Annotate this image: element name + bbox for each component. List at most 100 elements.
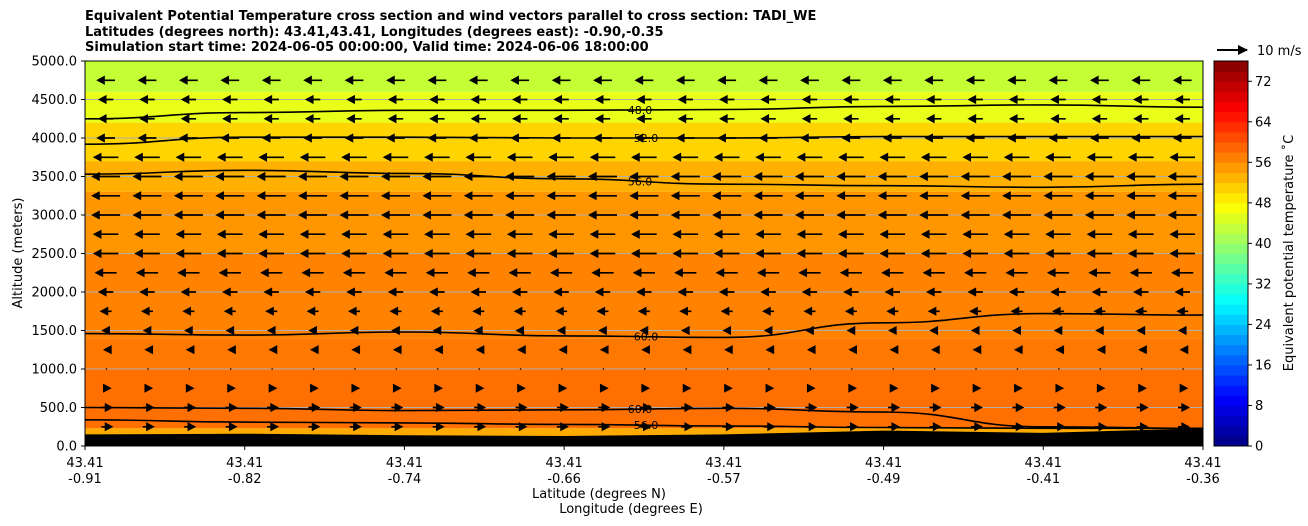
wind-vector — [846, 402, 859, 413]
colorbar-segment — [1214, 283, 1248, 295]
wind-vector — [267, 422, 280, 432]
wind-vector — [632, 268, 655, 278]
wind-vector — [598, 422, 611, 432]
colorbar-tick-label-8: 64 — [1255, 115, 1272, 130]
colorbar-segment — [1214, 375, 1248, 386]
wind-vector — [1007, 75, 1026, 85]
wind-vector — [919, 210, 949, 220]
wind-vector — [424, 152, 450, 162]
wind-vector — [101, 325, 110, 336]
wind-vector — [472, 306, 485, 316]
wind-vector — [299, 229, 326, 239]
wind-vector — [724, 383, 733, 393]
colorbar-segment — [1214, 364, 1248, 376]
wind-vector — [1138, 383, 1147, 393]
wind-vector — [1169, 229, 1195, 239]
wind-vector — [309, 345, 319, 355]
wind-vector — [177, 268, 200, 278]
wind-vector — [1127, 229, 1154, 239]
wind-vector — [96, 75, 115, 85]
wind-vector — [587, 191, 617, 201]
wind-vector — [229, 368, 232, 370]
colorbar-segment — [1214, 314, 1248, 325]
wind-vector — [1178, 402, 1191, 413]
wind-vector — [222, 287, 238, 297]
wind-vector — [349, 422, 362, 432]
wind-vector — [349, 402, 362, 413]
wind-vector — [382, 152, 409, 162]
wind-vector — [877, 210, 907, 220]
wind-vector — [422, 171, 452, 182]
wind-vector — [593, 75, 612, 85]
colorbar-segment — [1214, 354, 1248, 366]
wind-vector — [677, 114, 693, 124]
wind-vector — [971, 402, 984, 413]
wind-vector — [546, 210, 576, 220]
colorbar-segment — [1214, 273, 1248, 285]
wind-vector — [679, 306, 692, 316]
wind-vector — [339, 210, 369, 220]
colorbar-tick-label-6: 48 — [1255, 196, 1272, 211]
wind-vector — [965, 133, 985, 143]
wind-vector — [598, 325, 607, 336]
wind-vector — [680, 325, 690, 336]
wind-vector — [972, 345, 982, 355]
wind-vector — [763, 402, 776, 413]
title-line-3: Simulation start time: 2024-06-05 00:00:… — [85, 40, 649, 55]
wind-vector — [94, 268, 117, 278]
wind-vector — [380, 171, 410, 182]
wind-vector — [1045, 229, 1071, 239]
wind-vector — [387, 94, 404, 105]
wind-vector — [1167, 210, 1197, 220]
wind-vector — [553, 114, 569, 124]
colorbar-tick-label-0: 0 — [1255, 440, 1263, 455]
wind-vector — [760, 94, 776, 105]
wind-vector — [589, 229, 616, 239]
wind-vector — [1016, 368, 1019, 370]
wind-vector — [312, 368, 315, 370]
x-tick-lat-4: 43.41 — [705, 456, 742, 471]
wind-vector — [602, 368, 605, 370]
wind-vector — [1169, 152, 1195, 162]
wind-vector — [1007, 133, 1026, 143]
colorbar: 0 8 16 24 32 40 48 56 64 72 — [1213, 60, 1272, 455]
wind-vector — [962, 229, 988, 239]
wind-vector — [682, 345, 692, 355]
wind-vector — [346, 287, 362, 297]
wind-vector — [726, 368, 729, 370]
colorbar-segment — [1214, 415, 1248, 427]
wind-vector — [682, 383, 692, 393]
wind-vector — [1172, 133, 1192, 143]
wind-vector — [1008, 287, 1025, 297]
wind-vector — [760, 287, 776, 297]
x-axis: 43.41-0.9143.41-0.8243.41-0.7443.41-0.66… — [66, 446, 1222, 487]
wind-vector — [341, 152, 367, 162]
wind-vector — [1053, 402, 1066, 413]
wind-vector — [1131, 133, 1151, 143]
wind-vector — [386, 133, 405, 143]
wind-vector — [339, 171, 369, 182]
wind-vector — [715, 268, 738, 278]
wind-vector — [598, 402, 611, 413]
wind-vector — [391, 402, 404, 413]
wind-vector — [134, 248, 160, 259]
wind-vector — [1086, 152, 1113, 162]
wind-vector — [175, 229, 202, 239]
wind-vector — [511, 287, 528, 297]
wind-vector — [392, 345, 402, 355]
colorbar-segment — [1214, 425, 1248, 437]
wind-vector — [882, 75, 902, 85]
wind-vector — [225, 325, 235, 336]
wind-vector — [424, 248, 450, 259]
wind-vector — [629, 171, 659, 182]
wind-vector — [960, 210, 990, 220]
wind-vector — [879, 152, 906, 162]
wind-vector — [884, 114, 900, 124]
wind-vector — [809, 368, 812, 370]
wind-vector — [215, 191, 245, 201]
wind-vector — [308, 422, 321, 432]
wind-vector — [261, 133, 281, 143]
terrain — [85, 428, 1203, 446]
wind-vector — [762, 306, 775, 316]
x-tick-lon-5: -0.49 — [867, 472, 901, 487]
